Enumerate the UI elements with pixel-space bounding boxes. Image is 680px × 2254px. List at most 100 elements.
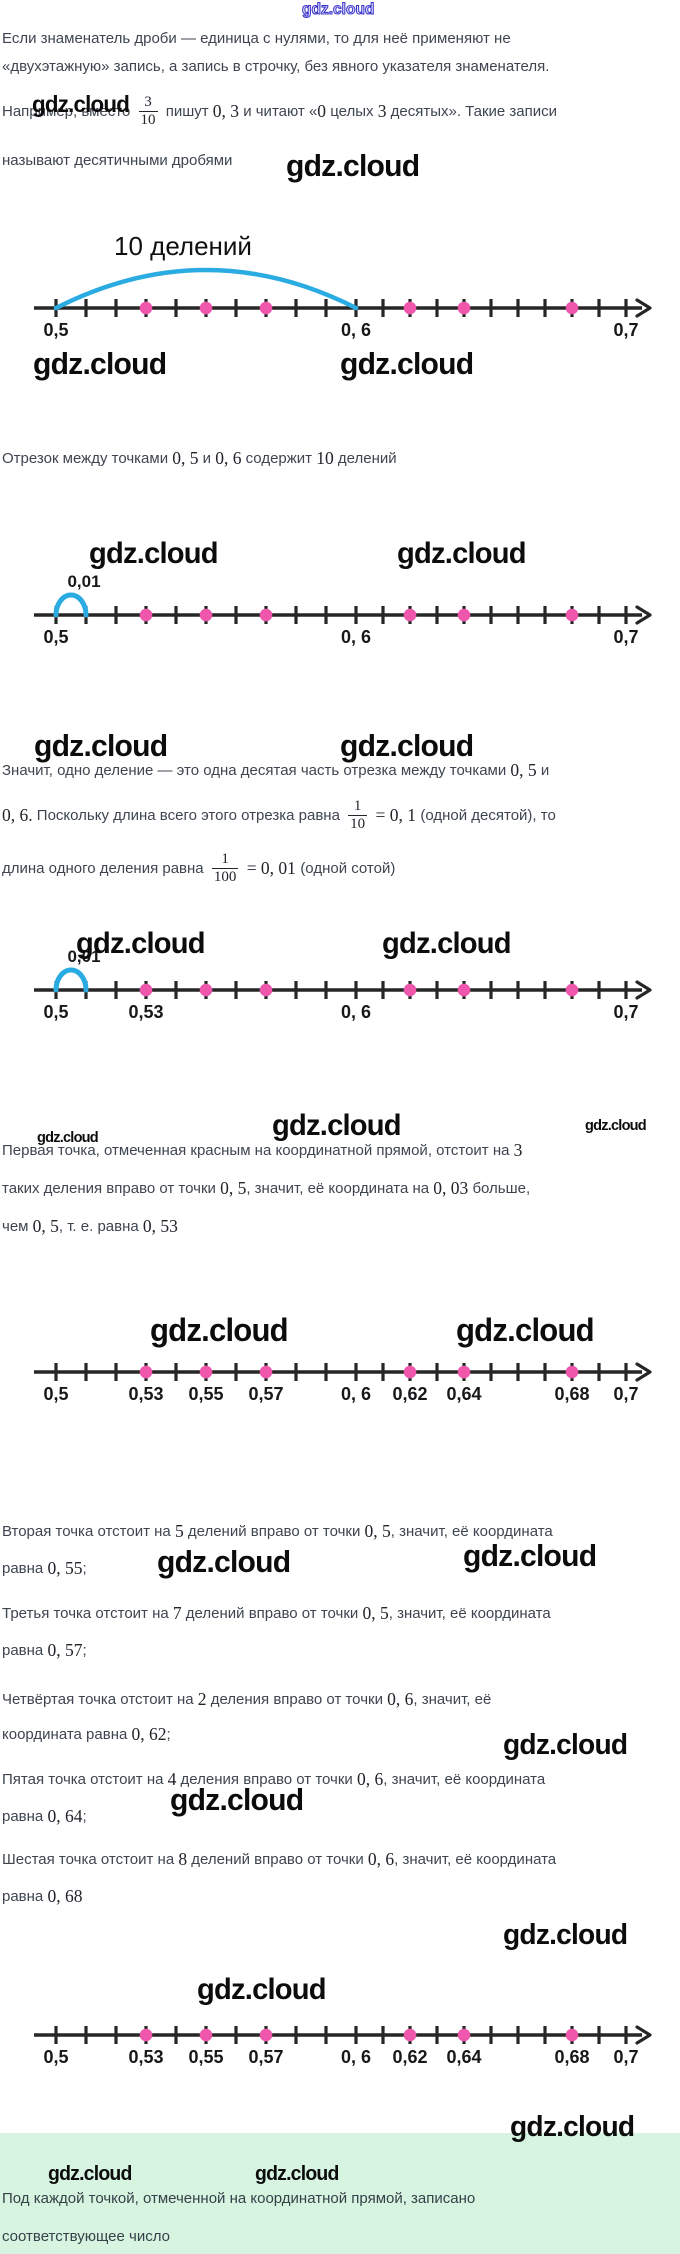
tick-label: 0,64 (446, 2047, 481, 2067)
math-text: 0, 64 (47, 1805, 83, 1826)
watermark: gdz.cloud (197, 1973, 327, 2006)
body-text: , значит, её (413, 1690, 492, 1708)
body-text: Вторая точка отстоит на (2, 1522, 175, 1540)
math-text: 8 (178, 1848, 188, 1869)
watermark: gdz.cloud (286, 148, 420, 183)
math-text: = 0, 01 (242, 857, 301, 878)
math-text: 0, 57 (47, 1639, 83, 1660)
point-dot (259, 301, 273, 315)
paragraph-line: равна 0, 57; (2, 1640, 87, 1660)
tick-label: 0,53 (128, 1384, 163, 1404)
math-text: 0, 3 (212, 100, 240, 121)
math-text: 0, 53 (142, 1215, 178, 1236)
math-text: 0, 68 (47, 1885, 83, 1906)
body-text: Четвёртая точка отстоит на (2, 1690, 198, 1708)
body-text: равна (2, 1559, 48, 1577)
number-line-svg: 0,01 0,5 0, 6 0,7 (34, 572, 652, 647)
tick-label: 0,5 (43, 1002, 68, 1022)
axis-arrow (635, 2025, 652, 2045)
body-text: Отрезок между точками (2, 449, 173, 467)
watermark: gdz.cloud (340, 346, 474, 381)
point-dot (259, 2028, 273, 2042)
watermark: gdz.cloud (510, 2111, 635, 2143)
watermark: gdz.cloud (76, 927, 206, 960)
number-line-figure: 0,01 0,5 0,53 0, 6 0,7 (0, 928, 680, 1038)
math-text: 0, 5 (510, 759, 537, 780)
watermark: gdz.cloud (157, 1544, 291, 1579)
math-text: 0, 55 (47, 1557, 83, 1578)
body-text: ; (82, 1807, 87, 1825)
point-dot (457, 983, 471, 997)
tick-label: 0,53 (128, 2047, 163, 2067)
point-dot (457, 301, 471, 315)
math-text: 0, 62 (131, 1723, 167, 1744)
tick-label: 0,5 (43, 627, 68, 647)
point-dot (259, 1365, 273, 1379)
arc-label: 0,01 (67, 572, 100, 591)
body-text: , т. е. равна (58, 1217, 143, 1235)
figure-caption: 10 делений (114, 231, 252, 261)
point-dot (199, 983, 213, 997)
tick-label: 0,62 (392, 2047, 427, 2067)
body-text: соответствующее число (2, 2228, 170, 2245)
body-text: Значит, одно деление — это одна десятая … (2, 761, 511, 779)
tick-label: 0, 6 (341, 2047, 371, 2067)
math-text: = 0, 1 (371, 804, 421, 825)
point-dot (565, 983, 579, 997)
body-text: десятых». Такие записи (386, 102, 558, 120)
point-dot (565, 2028, 579, 2042)
paragraph-line: называют десятичными дробями (2, 150, 232, 170)
paragraph-line: «двухэтажную» запись, а запись в строчку… (2, 56, 549, 76)
body-text: Например, вместо (2, 102, 135, 120)
tick-label: 0,7 (613, 627, 638, 647)
body-text: (одной сотой) (300, 859, 396, 877)
body-text: и читают « (239, 102, 318, 120)
body-text: , значит, её координата (383, 1770, 546, 1788)
watermark: gdz.cloud (463, 1538, 597, 1573)
number-line-figure: 0,01 0,5 0, 6 0,7 (0, 553, 680, 663)
point-dot (199, 301, 213, 315)
point-dot (403, 301, 417, 315)
body-text: Пятая точка отстоит на (2, 1770, 168, 1788)
body-text: равна (2, 1887, 48, 1905)
watermark: gdz.cloud (34, 728, 168, 763)
body-text: Шестая точка отстоит на (2, 1850, 179, 1868)
point-dot (403, 2028, 417, 2042)
math-text: 0, 6 (387, 1688, 414, 1709)
paragraph-line: равна 0, 64; (2, 1806, 87, 1826)
math-text: 4 (167, 1768, 177, 1789)
number-line-svg: 0,01 0,5 0,53 0, 6 0,7 (34, 947, 652, 1022)
point-dot (457, 1365, 471, 1379)
tick-label: 0, 6 (341, 1002, 371, 1022)
body-text: целых (326, 102, 378, 120)
math-text: 0, 6 (367, 1848, 395, 1869)
point-dot (139, 2028, 153, 2042)
paragraph-line: чем 0, 5, т. е. равна 0, 53 (2, 1216, 178, 1236)
division-arc (53, 592, 89, 618)
body-text: и (198, 449, 216, 467)
body-text: делений вправо от точки (187, 1850, 368, 1868)
tick-label: 0,57 (248, 1384, 283, 1404)
axis-arrow (635, 605, 652, 625)
body-text: содержит (241, 449, 317, 467)
axis-arrow (635, 298, 652, 318)
tick-label: 0,64 (446, 1384, 481, 1404)
point-dot (565, 608, 579, 622)
number-line-svg: 0,5 0, 6 0,7 (34, 267, 652, 340)
footer-line: Под каждой точкой, отмеченной на координ… (2, 2190, 475, 2207)
point-dot (139, 1365, 153, 1379)
point-dot (403, 608, 417, 622)
body-text: Под каждой точкой, отмеченной на координ… (2, 2190, 476, 2207)
math-text: 0, 5 (364, 1520, 391, 1541)
body-text: таких деления вправо от точки (2, 1179, 221, 1197)
body-text: и (536, 761, 550, 779)
point-dot (403, 1365, 417, 1379)
tick-label: 0,57 (248, 2047, 283, 2067)
inline-fraction: 3 10 (138, 94, 158, 128)
body-text: деления вправо от точки (176, 1770, 357, 1788)
paragraph-line: Пятая точка отстоит на 4 деления вправо … (2, 1769, 545, 1789)
number-line-figure: 0,5 0,53 0,55 0,57 0, 6 0,62 0,64 0,68 0,7 (0, 1973, 680, 2083)
math-text: 0, 6 (356, 1768, 384, 1789)
body-text: деления вправо от точки (206, 1690, 388, 1708)
math-text: 3 (513, 1139, 523, 1160)
